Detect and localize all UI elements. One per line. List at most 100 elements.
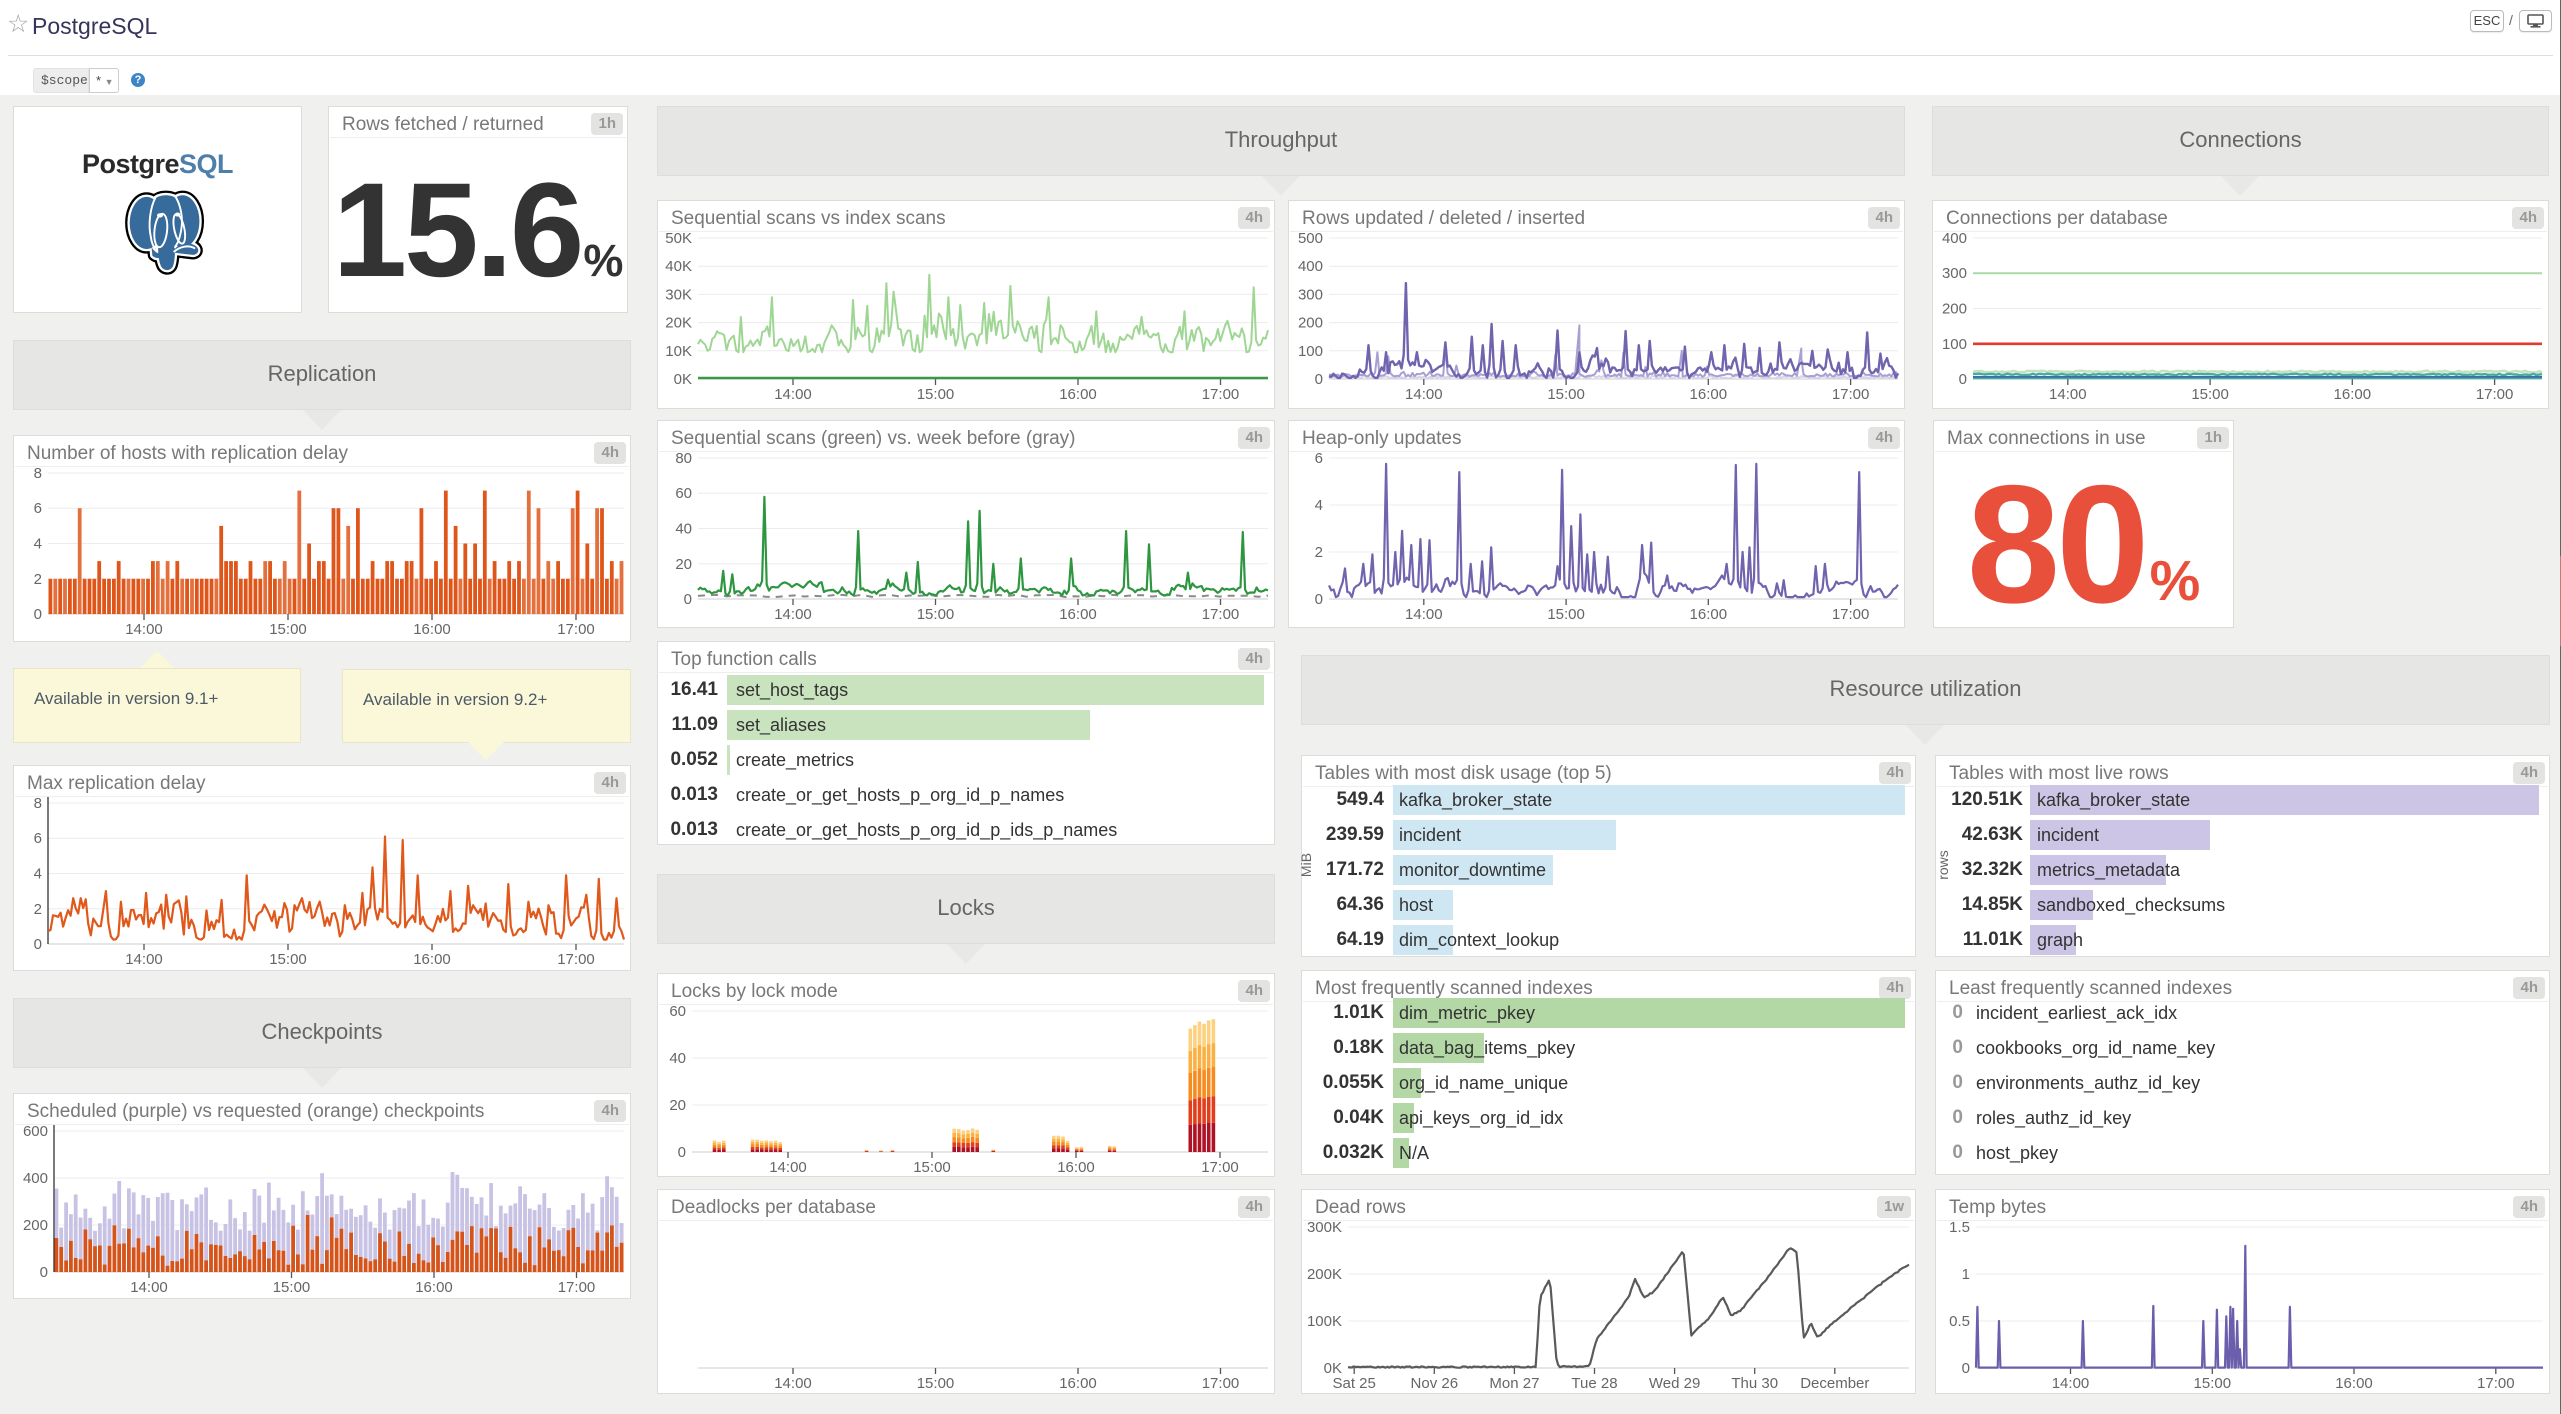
svg-text:14:00: 14:00	[769, 1159, 807, 1176]
svg-text:60: 60	[669, 1003, 686, 1020]
svg-text:17:00: 17:00	[557, 951, 595, 968]
svg-text:200: 200	[23, 1217, 48, 1234]
svg-text:16:00: 16:00	[2335, 1375, 2373, 1392]
svg-text:6: 6	[34, 500, 42, 517]
svg-text:6: 6	[1315, 450, 1323, 467]
svg-text:200: 200	[1942, 301, 1967, 318]
svg-text:16:00: 16:00	[413, 951, 451, 968]
svg-text:Nov 26: Nov 26	[1411, 1375, 1459, 1392]
svg-text:15:00: 15:00	[269, 951, 307, 968]
svg-text:300K: 300K	[1307, 1219, 1342, 1236]
svg-text:0: 0	[1959, 371, 1967, 388]
svg-text:Mon 27: Mon 27	[1489, 1375, 1539, 1392]
svg-text:Thu 30: Thu 30	[1731, 1375, 1778, 1392]
svg-text:8: 8	[34, 795, 42, 812]
svg-text:16:00: 16:00	[1690, 386, 1728, 403]
svg-text:14:00: 14:00	[2049, 386, 2087, 403]
svg-text:100: 100	[1942, 336, 1967, 353]
svg-text:4: 4	[1315, 497, 1323, 514]
svg-text:0: 0	[1315, 591, 1323, 608]
svg-text:14:00: 14:00	[130, 1279, 168, 1296]
svg-text:17:00: 17:00	[1202, 1375, 1240, 1392]
svg-text:20K: 20K	[665, 315, 692, 332]
svg-text:2: 2	[34, 901, 42, 918]
svg-text:14:00: 14:00	[774, 1375, 812, 1392]
svg-text:17:00: 17:00	[1201, 1159, 1239, 1176]
svg-text:14:00: 14:00	[774, 386, 812, 403]
svg-text:0: 0	[40, 1264, 48, 1281]
svg-text:17:00: 17:00	[2477, 1375, 2515, 1392]
svg-text:300: 300	[1298, 286, 1323, 303]
svg-text:17:00: 17:00	[558, 1279, 596, 1296]
svg-text:200K: 200K	[1307, 1266, 1342, 1283]
svg-text:16:00: 16:00	[413, 621, 451, 638]
svg-text:8: 8	[34, 465, 42, 482]
svg-text:80: 80	[675, 450, 692, 467]
svg-text:16:00: 16:00	[1059, 606, 1097, 623]
svg-text:400: 400	[23, 1170, 48, 1187]
svg-text:60: 60	[675, 485, 692, 502]
svg-text:0: 0	[34, 936, 42, 953]
svg-text:500: 500	[1298, 230, 1323, 247]
svg-text:16:00: 16:00	[415, 1279, 453, 1296]
svg-text:14:00: 14:00	[125, 951, 163, 968]
svg-text:2: 2	[34, 571, 42, 588]
svg-text:100K: 100K	[1307, 1313, 1342, 1330]
svg-text:0K: 0K	[1324, 1360, 1342, 1377]
svg-text:15:00: 15:00	[2191, 386, 2229, 403]
svg-text:17:00: 17:00	[557, 621, 595, 638]
svg-text:0K: 0K	[674, 371, 692, 388]
svg-text:16:00: 16:00	[1057, 1159, 1095, 1176]
svg-text:17:00: 17:00	[1832, 386, 1870, 403]
svg-text:40: 40	[675, 521, 692, 538]
svg-text:100: 100	[1298, 343, 1323, 360]
svg-text:4: 4	[34, 866, 42, 883]
svg-text:300: 300	[1942, 265, 1967, 282]
svg-text:17:00: 17:00	[2476, 386, 2514, 403]
svg-text:0: 0	[34, 606, 42, 623]
svg-text:15:00: 15:00	[913, 1159, 951, 1176]
svg-text:15:00: 15:00	[269, 621, 307, 638]
svg-text:40: 40	[669, 1050, 686, 1067]
svg-text:17:00: 17:00	[1202, 606, 1240, 623]
svg-text:15:00: 15:00	[1547, 386, 1585, 403]
svg-text:600: 600	[23, 1123, 48, 1140]
svg-text:20: 20	[675, 556, 692, 573]
svg-text:400: 400	[1942, 230, 1967, 247]
svg-text:Wed 29: Wed 29	[1649, 1375, 1700, 1392]
svg-text:14:00: 14:00	[125, 621, 163, 638]
svg-text:4: 4	[34, 536, 42, 553]
svg-text:200: 200	[1298, 315, 1323, 332]
svg-text:10K: 10K	[665, 343, 692, 360]
svg-text:1: 1	[1962, 1266, 1970, 1283]
svg-text:16:00: 16:00	[2334, 386, 2372, 403]
svg-text:30K: 30K	[665, 286, 692, 303]
svg-text:Tue 28: Tue 28	[1571, 1375, 1617, 1392]
svg-text:14:00: 14:00	[1405, 606, 1443, 623]
svg-text:14:00: 14:00	[1405, 386, 1443, 403]
svg-text:17:00: 17:00	[1832, 606, 1870, 623]
svg-text:50K: 50K	[665, 230, 692, 247]
svg-text:14:00: 14:00	[2052, 1375, 2090, 1392]
svg-text:15:00: 15:00	[273, 1279, 311, 1296]
svg-text:14:00: 14:00	[774, 606, 812, 623]
svg-text:400: 400	[1298, 258, 1323, 275]
svg-text:0: 0	[684, 591, 692, 608]
svg-text:Sat 25: Sat 25	[1333, 1375, 1376, 1392]
svg-text:15:00: 15:00	[2194, 1375, 2232, 1392]
svg-text:2: 2	[1315, 544, 1323, 561]
svg-text:December: December	[1800, 1375, 1869, 1392]
svg-text:0: 0	[1315, 371, 1323, 388]
svg-text:0.5: 0.5	[1949, 1313, 1970, 1330]
svg-text:20: 20	[669, 1097, 686, 1114]
svg-text:15:00: 15:00	[917, 1375, 955, 1392]
svg-text:0: 0	[1962, 1360, 1970, 1377]
svg-text:15:00: 15:00	[917, 606, 955, 623]
svg-text:15:00: 15:00	[917, 386, 955, 403]
svg-text:40K: 40K	[665, 258, 692, 275]
svg-text:15:00: 15:00	[1547, 606, 1585, 623]
svg-text:6: 6	[34, 830, 42, 847]
svg-text:1.5: 1.5	[1949, 1219, 1970, 1236]
svg-text:16:00: 16:00	[1690, 606, 1728, 623]
svg-text:0: 0	[678, 1144, 686, 1161]
